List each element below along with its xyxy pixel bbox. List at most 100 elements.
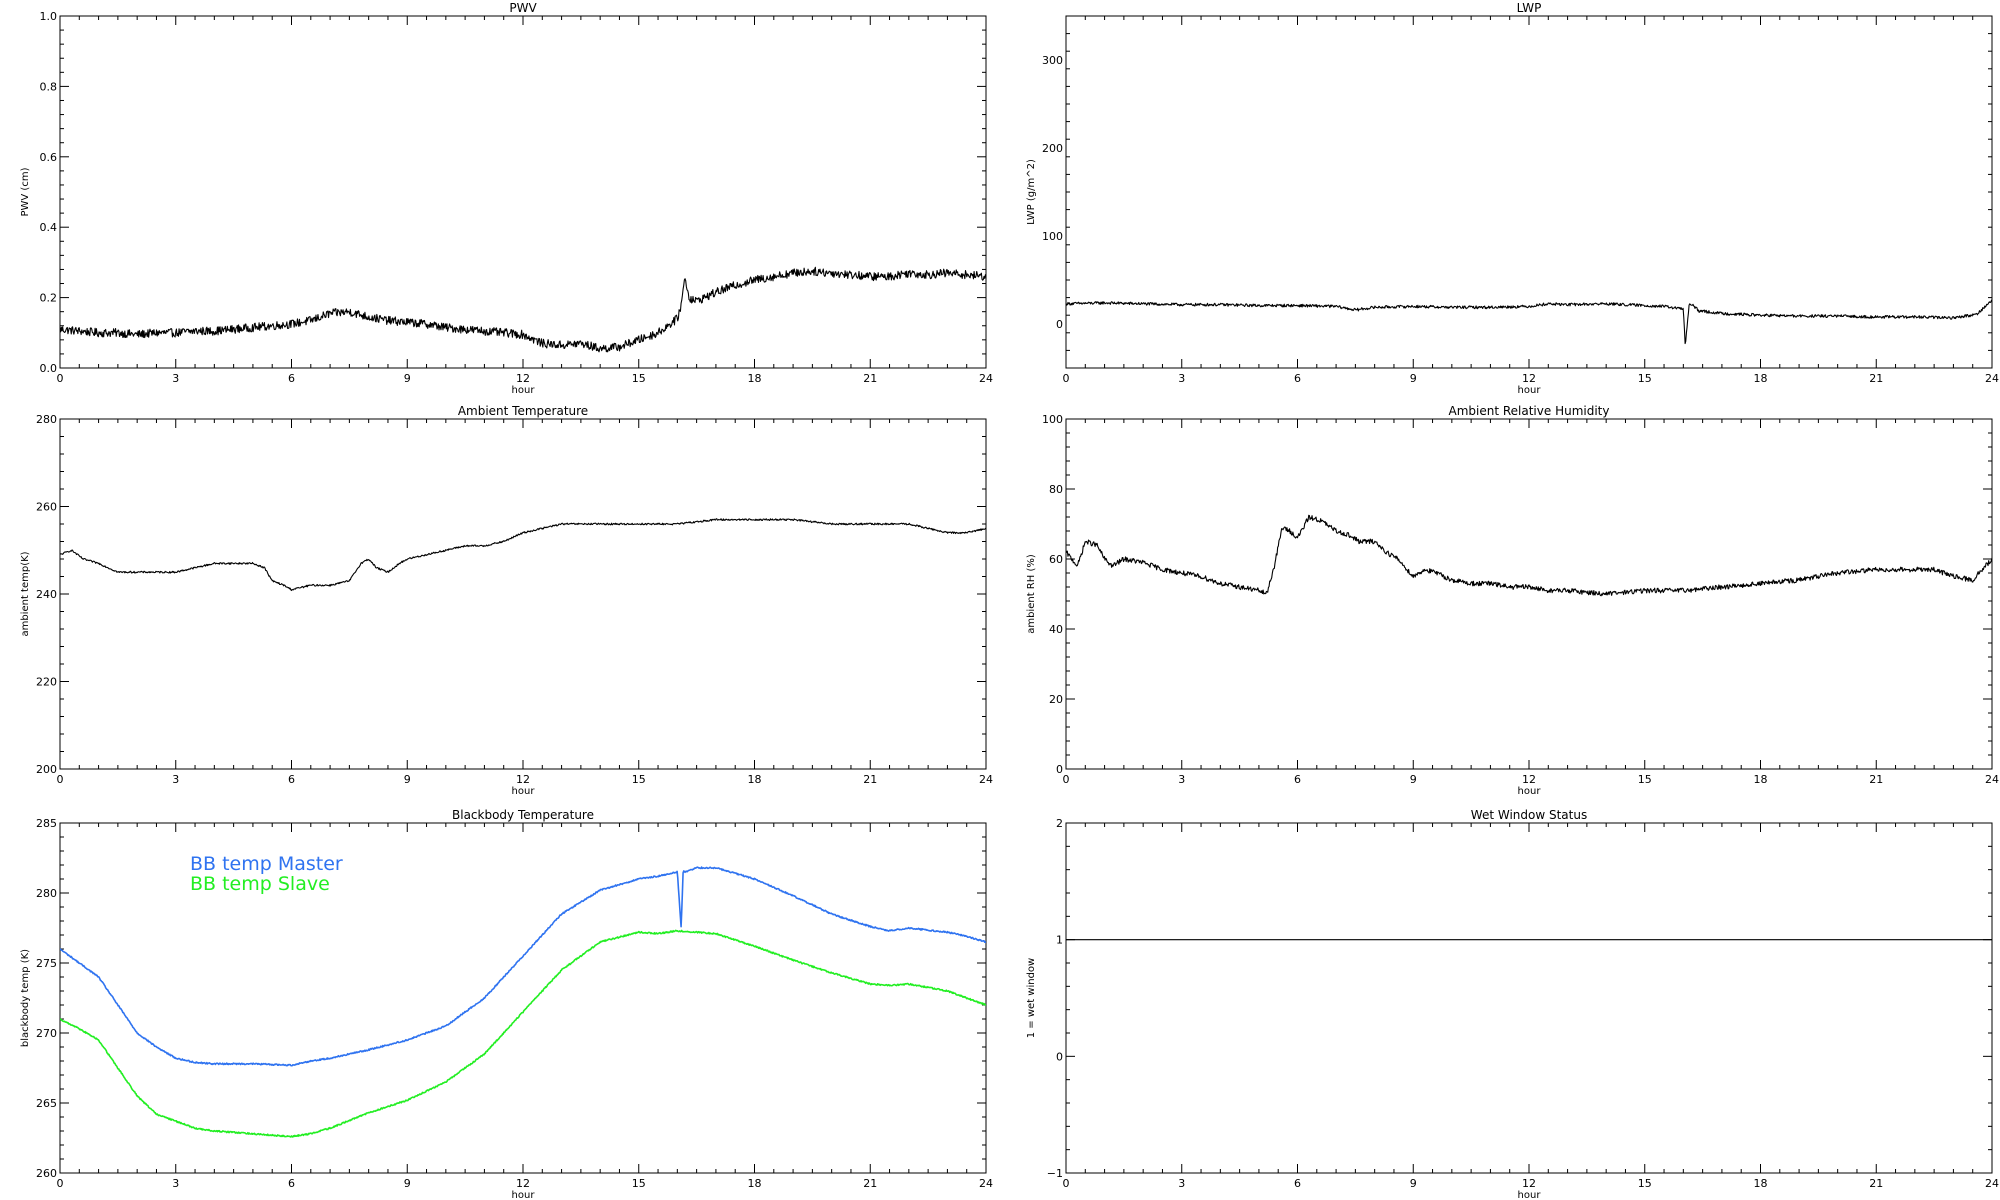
x-tick-label: 9: [1410, 372, 1417, 385]
plot-frame: [1065, 418, 1993, 770]
y-tick-label: 80: [1049, 483, 1063, 496]
y-axis-label: ambient temp(K): [20, 551, 31, 636]
y-tick-label: 0.4: [40, 221, 58, 234]
y-tick-label: 265: [36, 1097, 57, 1110]
y-tick-label: 280: [36, 413, 57, 426]
y-tick-label: 260: [36, 1167, 57, 1180]
y-tick-label: 100: [1042, 413, 1063, 426]
series-line: [60, 518, 986, 592]
x-tick-label: 21: [863, 372, 877, 385]
x-tick-label: 0: [1063, 773, 1070, 786]
x-tick-label: 6: [1294, 372, 1301, 385]
x-axis-label: hour: [512, 1190, 536, 1200]
x-tick-label: 3: [172, 1177, 179, 1190]
x-tick-label: 24: [979, 372, 993, 385]
x-tick-label: 18: [1754, 372, 1768, 385]
x-tick-label: 6: [1294, 773, 1301, 786]
panel-pwv: PWV 0 3 6 9 12 15 18 21 24 hour 0.0 0.2 0.4 0.6 0.8 1.0 P…: [20, 1, 993, 396]
y-tick-label: 200: [36, 763, 57, 776]
x-tick-label: 21: [863, 773, 877, 786]
y-tick-label: 285: [36, 817, 57, 830]
y-axis-label: 1 = wet window: [1026, 958, 1037, 1038]
x-tick-label: 0: [57, 1177, 64, 1190]
series-line: [60, 266, 986, 353]
chart-title: PWV: [509, 1, 537, 15]
x-tick-label: 21: [1869, 372, 1883, 385]
chart-title: Ambient Temperature: [458, 404, 588, 418]
plot-frame: [59, 418, 987, 770]
x-axis-label: hour: [512, 786, 536, 797]
x-tick-label: 0: [1063, 372, 1070, 385]
y-axis-label: ambient RH (%): [1026, 554, 1037, 634]
y-tick-label: 270: [36, 1027, 57, 1040]
x-tick-label: 15: [1638, 773, 1652, 786]
panel-lwp: LWP 0 3 6 9 12 15 18 21 24 hour 0 100 200 300 LWP (g/m^…: [1026, 1, 1999, 396]
x-tick-label: 18: [748, 773, 762, 786]
y-tick-label: 220: [36, 676, 57, 689]
y-tick-label: 300: [1042, 54, 1063, 67]
panel-ambient-rh: Ambient Relative Humidity 0 3 6 9 12 15 18 21 24 h…: [1026, 404, 1999, 797]
y-axis-label: LWP (g/m^2): [1026, 159, 1037, 225]
x-tick-label: 0: [57, 372, 64, 385]
x-tick-label: 0: [57, 773, 64, 786]
y-tick-label: 275: [36, 957, 57, 970]
x-tick-label: 18: [748, 1177, 762, 1190]
x-axis-label: hour: [1518, 385, 1542, 396]
x-tick-label: 3: [1178, 1177, 1185, 1190]
y-tick-label: 0: [1056, 763, 1063, 776]
y-axis-label: PWV (cm): [20, 167, 31, 216]
x-tick-label: 12: [516, 1177, 530, 1190]
plot-frame: [1065, 822, 1993, 1174]
y-tick-label: 40: [1049, 623, 1063, 636]
y-tick-label: 0.6: [40, 151, 58, 164]
x-tick-label: 18: [1754, 1177, 1768, 1190]
x-tick-label: 12: [1522, 372, 1536, 385]
x-tick-label: 24: [1985, 773, 1999, 786]
series-line: [1066, 299, 1992, 345]
y-tick-label: 1: [1056, 934, 1063, 947]
y-tick-label: 0.0: [40, 362, 58, 375]
x-tick-label: 18: [1754, 773, 1768, 786]
chart-title: Ambient Relative Humidity: [1449, 404, 1610, 418]
x-tick-label: 15: [1638, 372, 1652, 385]
y-tick-label: 20: [1049, 693, 1063, 706]
panel-blackbody-temp: Blackbody Temperature 0 3 6 9 12 15 18 21 24 hour 2…: [20, 808, 993, 1200]
x-tick-label: 6: [288, 1177, 295, 1190]
x-tick-label: 9: [1410, 773, 1417, 786]
y-tick-label: 0: [1056, 1050, 1063, 1063]
x-tick-label: 24: [979, 773, 993, 786]
x-tick-label: 24: [1985, 1177, 1999, 1190]
x-tick-label: 21: [1869, 1177, 1883, 1190]
y-axis-label: blackbody temp (K): [20, 949, 31, 1047]
chart-title: LWP: [1517, 1, 1542, 15]
x-tick-label: 3: [1178, 372, 1185, 385]
y-tick-label: 260: [36, 501, 57, 514]
y-tick-label: 100: [1042, 230, 1063, 243]
y-tick-label: 200: [1042, 142, 1063, 155]
x-tick-label: 3: [1178, 773, 1185, 786]
x-tick-label: 6: [288, 372, 295, 385]
x-tick-label: 12: [1522, 773, 1536, 786]
plot-frame: [59, 15, 987, 369]
y-tick-label: 2: [1056, 817, 1063, 830]
legend-entry: BB temp Master: [190, 853, 343, 875]
y-tick-label: −1: [1047, 1167, 1063, 1180]
legend-entry: BB temp Slave: [190, 873, 330, 895]
x-tick-label: 6: [288, 773, 295, 786]
x-axis-label: hour: [512, 385, 536, 396]
x-tick-label: 15: [632, 773, 646, 786]
x-tick-label: 9: [404, 1177, 411, 1190]
x-tick-label: 12: [1522, 1177, 1536, 1190]
panel-ambient-temp: Ambient Temperature 0 3 6 9 12 15 18 21 24 hour 200…: [20, 404, 993, 797]
x-tick-label: 9: [404, 372, 411, 385]
x-axis-label: hour: [1518, 1190, 1542, 1200]
x-tick-label: 18: [748, 372, 762, 385]
y-tick-label: 60: [1049, 553, 1063, 566]
series-line-bb-temp-slave: [60, 929, 986, 1138]
y-tick-label: 0: [1056, 318, 1063, 331]
x-tick-label: 9: [404, 773, 411, 786]
y-tick-label: 0.8: [40, 80, 58, 93]
x-tick-label: 24: [979, 1177, 993, 1190]
